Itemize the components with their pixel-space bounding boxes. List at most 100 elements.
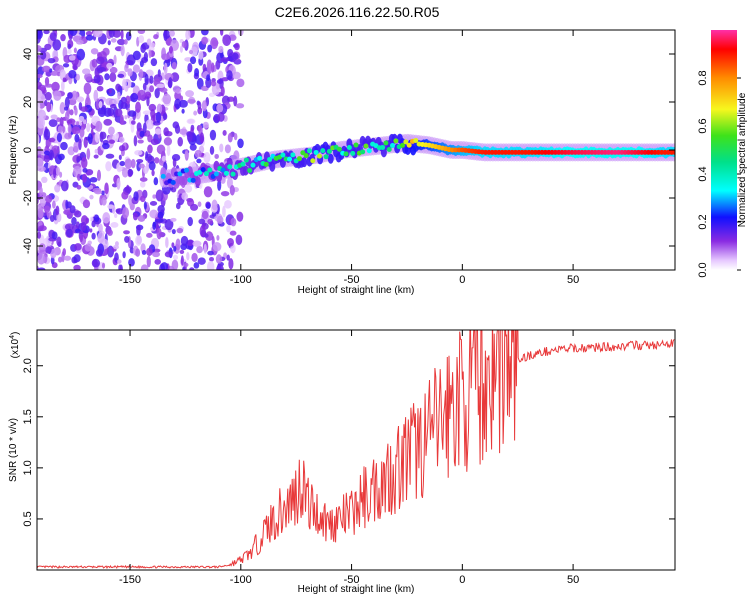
x-tick-label: 0 xyxy=(459,574,465,586)
noise-cell xyxy=(96,169,102,182)
noise-cell xyxy=(172,254,179,260)
noise-cell xyxy=(78,115,85,122)
ridge-core-cell xyxy=(200,167,206,173)
noise-cell xyxy=(157,204,165,214)
noise-cell xyxy=(76,184,82,190)
noise-cell xyxy=(137,215,146,222)
noise-cell xyxy=(117,91,121,100)
noise-cell xyxy=(211,199,218,211)
colorbar-tick-label: 0.6 xyxy=(697,118,709,133)
noise-cell xyxy=(171,242,175,248)
ridge-core-cell xyxy=(170,179,176,185)
noise-cell xyxy=(216,264,224,270)
noise-cell xyxy=(37,267,46,270)
noise-cell xyxy=(186,131,193,138)
ridge-core-cell xyxy=(406,142,412,148)
noise-cell xyxy=(173,245,177,252)
noise-cell xyxy=(86,122,91,133)
noise-cell xyxy=(164,218,174,231)
noise-cell xyxy=(113,244,120,250)
noise-cell xyxy=(107,107,114,117)
noise-cell xyxy=(132,212,138,221)
noise-cell xyxy=(175,238,181,251)
noise-cell xyxy=(59,102,66,114)
ridge-core-cell xyxy=(413,137,419,143)
noise-cell xyxy=(94,189,103,195)
noise-cell xyxy=(132,64,140,73)
noise-cell xyxy=(81,157,88,169)
noise-cell xyxy=(67,146,75,156)
noise-cell xyxy=(89,194,94,200)
noise-cell xyxy=(152,194,157,199)
noise-cell xyxy=(37,30,43,40)
noise-cell xyxy=(58,256,63,263)
noise-cell xyxy=(156,103,163,115)
noise-cell xyxy=(37,116,46,129)
noise-cell xyxy=(127,110,137,117)
noise-cell xyxy=(186,239,195,246)
noise-cell xyxy=(190,203,199,211)
noise-cell xyxy=(197,201,202,208)
noise-cell xyxy=(135,101,141,113)
ridge-core-cell xyxy=(250,162,256,168)
noise-cell xyxy=(71,216,77,226)
x-tick-label: -50 xyxy=(344,274,360,286)
noise-cell xyxy=(52,39,62,51)
noise-cell xyxy=(171,259,179,270)
noise-cell xyxy=(169,30,176,37)
noise-cell xyxy=(37,231,42,239)
noise-cell xyxy=(215,60,221,70)
y-tick-label: 40 xyxy=(22,48,34,60)
noise-cell xyxy=(137,89,146,100)
noise-cell xyxy=(43,205,51,213)
noise-cell xyxy=(196,158,202,164)
noise-cell xyxy=(51,145,60,154)
noise-cell xyxy=(51,81,60,92)
ridge-core-cell xyxy=(336,146,342,152)
x-tick-label: -50 xyxy=(344,574,360,586)
noise-cell xyxy=(56,236,62,247)
noise-cell xyxy=(118,136,125,143)
ridge-core-cell xyxy=(386,146,392,152)
ridge-core-cell xyxy=(220,167,226,173)
ridge-core-cell xyxy=(323,154,329,160)
ridge-core-cell xyxy=(240,161,246,167)
noise-cell xyxy=(122,251,126,259)
y-tick-label: 1.5 xyxy=(22,409,34,424)
noise-cell xyxy=(63,209,72,215)
noise-cell xyxy=(41,176,48,184)
noise-cell xyxy=(80,221,87,231)
ridge-core-cell xyxy=(247,167,253,173)
noise-cell xyxy=(156,227,162,240)
ridge-core-cell xyxy=(672,149,675,155)
noise-cell xyxy=(102,212,111,224)
noise-cell xyxy=(73,264,81,270)
noise-cell xyxy=(206,62,213,75)
noise-cell xyxy=(64,111,70,121)
noise-cell xyxy=(181,192,188,200)
noise-cell xyxy=(119,161,126,167)
x-tick-label: 50 xyxy=(567,274,579,286)
noise-cell xyxy=(50,70,59,76)
ridge-core-cell xyxy=(313,149,319,155)
noise-cell xyxy=(77,173,81,181)
noise-cell xyxy=(45,246,52,254)
noise-cell xyxy=(50,114,58,120)
noise-cell xyxy=(124,186,132,194)
noise-cell xyxy=(68,70,77,79)
noise-cell xyxy=(206,74,211,81)
noise-cell xyxy=(143,201,147,210)
noise-cell xyxy=(62,248,66,256)
noise-cell xyxy=(139,130,145,138)
ridge-core-cell xyxy=(230,171,236,177)
noise-cell xyxy=(105,161,112,172)
noise-cell xyxy=(236,211,244,222)
noise-cell xyxy=(60,80,65,92)
noise-cell xyxy=(64,223,74,231)
noise-cell xyxy=(201,36,208,45)
noise-cell xyxy=(79,235,84,243)
ridge-core-cell xyxy=(213,171,219,177)
noise-cell xyxy=(124,63,129,73)
noise-cell xyxy=(98,100,103,109)
